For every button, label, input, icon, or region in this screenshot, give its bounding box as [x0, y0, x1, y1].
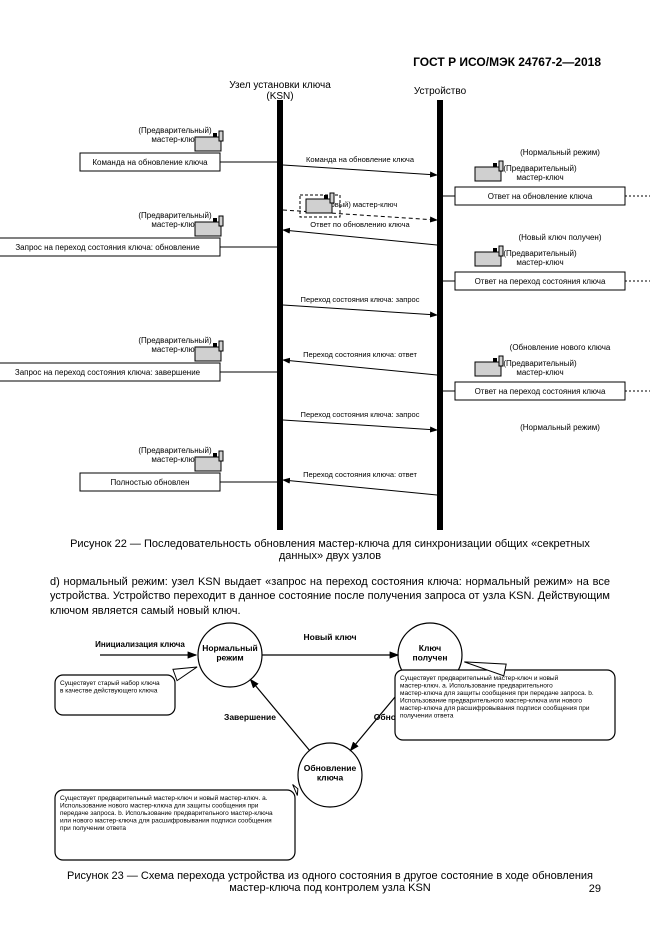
svg-text:Новый ключ: Новый ключ	[303, 632, 356, 642]
page: ГОСТ Р ИСО/МЭК 24767-2—2018 Узел установ…	[0, 0, 661, 935]
figure-22-svg: Узел установки ключа(KSN) Устройство (Пред…	[0, 10, 661, 550]
svg-text:Переход состояния ключа: ответ: Переход состояния ключа: ответ	[303, 350, 417, 359]
svg-text:Устройство: Устройство	[414, 86, 467, 97]
body-paragraph: d) нормальный режим: узел KSN выдает «за…	[50, 575, 610, 618]
svg-text:Узел установки ключа(KSN): Узел установки ключа(KSN)	[229, 80, 331, 102]
svg-text:Команда на обновление ключа: Команда на обновление ключа	[306, 155, 415, 164]
svg-text:(Обновление нового ключа: (Обновление нового ключа	[510, 343, 611, 352]
svg-text:(Новый ключ получен): (Новый ключ получен)	[518, 233, 601, 242]
svg-text:Ответ по обновлению ключа: Ответ по обновлению ключа	[310, 220, 410, 229]
svg-text:(Нормальный режим): (Нормальный режим)	[520, 148, 600, 157]
svg-text:Ответ на переход состояния клю: Ответ на переход состояния ключа	[475, 277, 606, 286]
svg-text:(Предварительный)мастер-ключ: (Предварительный)мастер-ключ	[503, 359, 577, 377]
figure-22-caption: Рисунок 22 — Последовательность обновлен…	[50, 538, 610, 562]
svg-text:Команда на обновление ключа: Команда на обновление ключа	[92, 158, 208, 167]
svg-text:Запрос на переход состояния кл: Запрос на переход состояния ключа: завер…	[15, 368, 201, 377]
svg-text:Завершение: Завершение	[224, 712, 276, 722]
figure-23-caption: Рисунок 23 — Схема перехода устройства и…	[50, 870, 610, 894]
svg-text:Ответ на обновление ключа: Ответ на обновление ключа	[488, 192, 593, 201]
svg-text:Переход состояния ключа: ответ: Переход состояния ключа: ответ	[303, 470, 417, 479]
svg-text:(Предварительный)мастер-ключ: (Предварительный)мастер-ключ	[503, 164, 577, 182]
svg-text:(Нормальный режим): (Нормальный режим)	[520, 423, 600, 432]
svg-text:Ответ на переход состояния клю: Ответ на переход состояния ключа	[475, 387, 606, 396]
svg-text:(Предварительный)мастер-ключ: (Предварительный)мастер-ключ	[503, 249, 577, 267]
svg-text:Запрос на переход состояния кл: Запрос на переход состояния ключа: обнов…	[15, 243, 200, 252]
page-number: 29	[589, 883, 601, 895]
svg-text:Полностью обновлен: Полностью обновлен	[110, 478, 189, 487]
svg-text:Переход состояния ключа: запро: Переход состояния ключа: запрос	[301, 410, 420, 419]
svg-text:Существует старый набор ключав: Существует старый набор ключав качестве …	[60, 679, 160, 694]
svg-text:Переход состояния ключа: запро: Переход состояния ключа: запрос	[301, 295, 420, 304]
svg-text:Инициализация ключа: Инициализация ключа	[95, 640, 185, 649]
